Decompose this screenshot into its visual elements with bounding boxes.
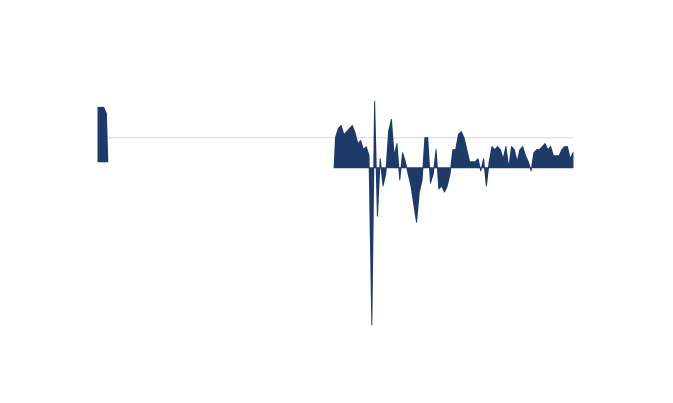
series-layer bbox=[97, 100, 574, 326]
area-segment-2 bbox=[333, 100, 574, 326]
area-segment-1 bbox=[97, 106, 109, 163]
